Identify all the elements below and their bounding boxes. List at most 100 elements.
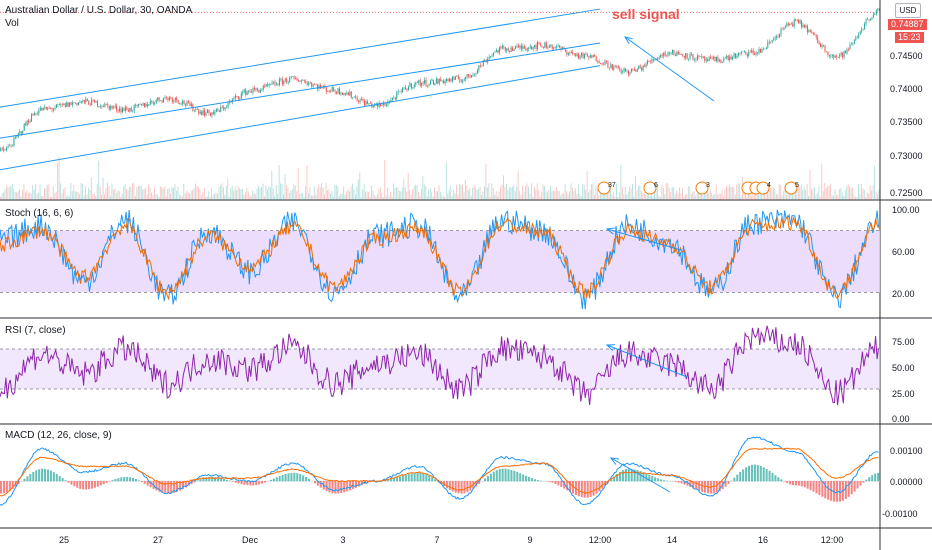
- candle-body: [745, 51, 747, 55]
- macd-histogram-bar: [46, 469, 49, 482]
- volume-bar: [717, 194, 719, 200]
- candle-body: [381, 104, 383, 106]
- stoch-label: Stoch (16, 6, 6): [5, 208, 74, 219]
- macd-histogram-bar: [246, 481, 249, 486]
- volume-bar: [423, 184, 425, 200]
- volume-bar: [869, 185, 871, 200]
- currency-button[interactable]: USD: [895, 3, 921, 18]
- macd-histogram-bar: [193, 481, 196, 483]
- volume-bar: [134, 195, 136, 200]
- candle-body: [563, 47, 565, 49]
- volume-bar: [686, 194, 688, 200]
- volume-bar: [70, 183, 72, 200]
- volume-bar: [266, 189, 268, 200]
- volume-bar: [576, 194, 578, 200]
- volume-bar: [772, 187, 774, 200]
- volume-bar: [539, 196, 541, 200]
- main-pane[interactable]: 37636245: [0, 7, 880, 200]
- macd-histogram-bar: [275, 477, 278, 482]
- event-badge: [695, 181, 709, 195]
- volume-bar: [398, 190, 400, 200]
- candle-body: [245, 89, 247, 95]
- macd-histogram-bar: [404, 474, 407, 482]
- volume-bar: [13, 188, 15, 200]
- candle-body: [273, 81, 275, 83]
- sell-arrow-head: [623, 36, 633, 45]
- macd-histogram-bar: [759, 465, 762, 482]
- candle-body: [669, 52, 671, 54]
- macd-histogram-bar: [850, 481, 853, 495]
- rsi-pane[interactable]: [0, 325, 880, 406]
- volume-bar: [664, 194, 666, 200]
- candle-body: [739, 53, 741, 54]
- candle-body: [600, 63, 602, 64]
- candle-body: [139, 104, 141, 105]
- candle-body: [157, 97, 159, 101]
- macd-histogram-bar: [184, 481, 187, 488]
- volume-bar: [545, 191, 547, 200]
- candle-body: [410, 83, 412, 89]
- candle-body: [315, 84, 317, 86]
- candle-body: [41, 108, 43, 111]
- candle-body: [812, 32, 814, 35]
- candle-body: [622, 71, 624, 73]
- candle-body: [82, 100, 84, 102]
- volume-bar: [375, 196, 377, 200]
- candle-body: [47, 107, 49, 110]
- candle-body: [538, 42, 540, 44]
- volume-bar: [30, 193, 32, 200]
- volume-bar: [462, 184, 463, 200]
- volume-bar: [281, 183, 283, 200]
- candle-body: [815, 34, 817, 38]
- volume-bar: [140, 185, 142, 200]
- volume-bar: [774, 188, 776, 200]
- volume-bar: [124, 183, 126, 200]
- candle-body: [267, 84, 269, 86]
- macd-histogram-bar: [595, 481, 598, 494]
- macd-pane[interactable]: [0, 436, 880, 506]
- candle-body: [586, 54, 588, 57]
- stoch-pane[interactable]: [0, 209, 880, 310]
- volume-bar: [230, 188, 232, 200]
- volume-bar: [354, 194, 356, 200]
- candle-body: [202, 110, 204, 115]
- candle-body: [177, 100, 179, 103]
- candle-body: [369, 103, 371, 104]
- candle-body: [289, 77, 291, 83]
- volume-bar: [604, 193, 606, 200]
- macd-histogram-bar: [724, 481, 727, 487]
- candle-body: [161, 100, 163, 103]
- candle-body: [80, 101, 82, 103]
- macd-histogram-bar: [803, 481, 806, 488]
- volume-bar: [187, 192, 189, 200]
- candle-body: [787, 23, 789, 25]
- volume-bar: [837, 194, 839, 200]
- volume-bar: [313, 186, 315, 200]
- macd-histogram-bar: [680, 481, 683, 484]
- candle-body: [809, 30, 811, 32]
- candle-body: [412, 87, 414, 89]
- volume-bar: [404, 187, 406, 200]
- candle-body: [720, 60, 722, 63]
- candle-body: [867, 19, 869, 21]
- macd-histogram-bar: [445, 481, 448, 489]
- volume-bar: [82, 184, 84, 200]
- volume-bar: [560, 195, 562, 200]
- volume-bar: [262, 183, 264, 200]
- volume-bar: [341, 193, 343, 200]
- candle-body: [623, 68, 625, 72]
- candle-body: [353, 96, 355, 98]
- volume-bar: [858, 183, 859, 200]
- macd-histogram-bar: [853, 481, 856, 492]
- volume-bar: [203, 188, 205, 200]
- macd-histogram-bar: [99, 481, 102, 486]
- volume-bar: [574, 188, 576, 200]
- volume-bar: [616, 183, 617, 200]
- volume-bar: [607, 188, 609, 200]
- candle-body: [667, 52, 669, 56]
- macd-histogram-bar: [396, 477, 399, 482]
- volume-bar: [321, 183, 323, 200]
- macd-histogram-bar: [794, 481, 797, 486]
- candle-body: [287, 82, 289, 83]
